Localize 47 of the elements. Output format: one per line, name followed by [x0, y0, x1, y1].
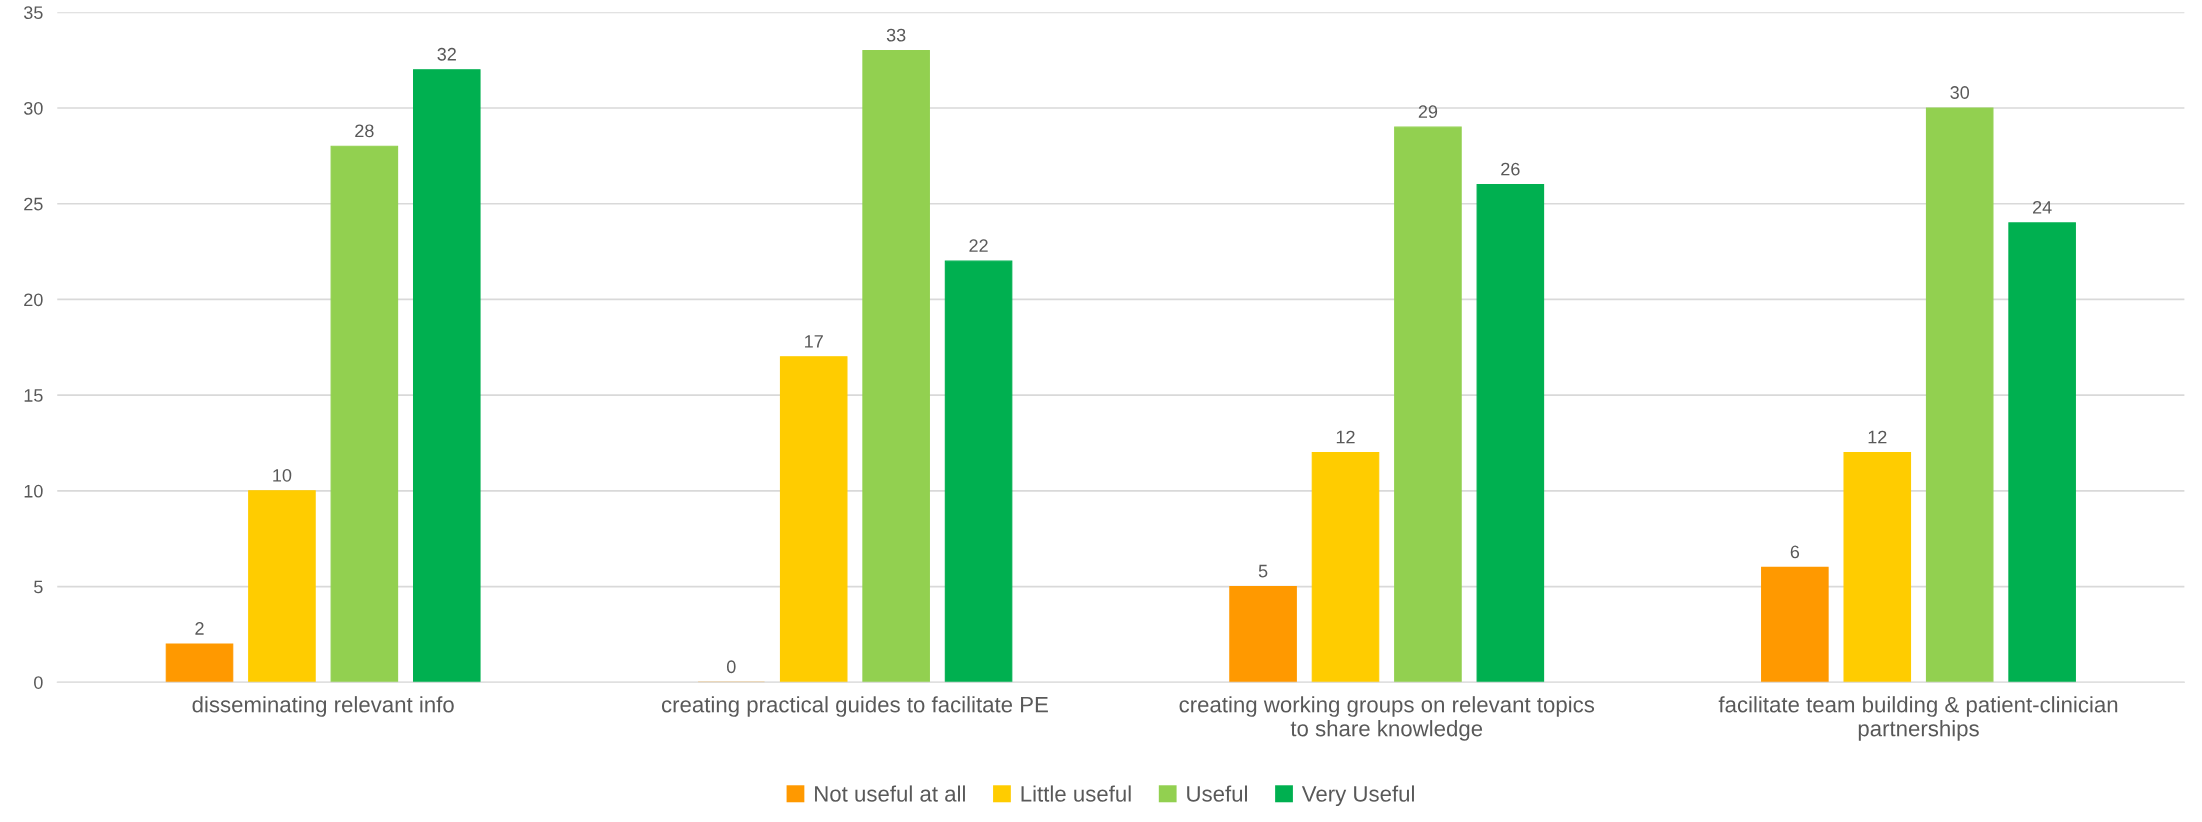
y-tick-label: 35 — [23, 6, 43, 20]
data-label: 17 — [805, 335, 823, 348]
data-label: 28 — [355, 124, 374, 138]
bar — [944, 260, 1013, 683]
data-label: 33 — [886, 28, 906, 42]
bar — [248, 490, 316, 683]
data-label: 0 — [726, 660, 736, 674]
legend-label: Useful — [1187, 785, 1247, 802]
data-label: 2 — [195, 622, 204, 635]
y-tick-label: 10 — [24, 484, 43, 498]
bar — [1311, 452, 1380, 683]
bar — [1843, 452, 1912, 683]
bar — [165, 643, 234, 683]
y-tick-label: 20 — [24, 293, 43, 307]
x-tick-label: facilitate team building & patient-clinician partnerships — [1718, 696, 2118, 741]
x-tick-label: disseminating relevant info — [192, 696, 454, 717]
bar — [1476, 184, 1545, 683]
bar — [412, 69, 481, 683]
x-tick-label: creating practical guides to facilitate PE — [661, 696, 1048, 717]
x-tick-label: creating working groups on relevant topics to share knowledge — [1179, 696, 1595, 741]
bar — [1761, 566, 1829, 683]
y-tick-label: 5 — [34, 580, 43, 594]
data-label: 24 — [2033, 200, 2052, 214]
data-label: 5 — [1258, 564, 1268, 578]
data-label: 22 — [969, 239, 988, 252]
bar — [1394, 126, 1462, 683]
data-label: 29 — [1418, 105, 1438, 119]
data-label: 6 — [1790, 545, 1800, 559]
legend-label: Very Useful — [1301, 785, 1414, 807]
bar — [1925, 107, 1994, 683]
y-tick-label: 25 — [24, 197, 43, 211]
data-label: 12 — [1336, 430, 1355, 444]
legend-label: Not useful at all — [815, 785, 965, 802]
data-label: 10 — [273, 468, 292, 482]
bar — [330, 145, 399, 683]
bar — [779, 356, 848, 683]
bar — [862, 50, 930, 683]
data-label: 30 — [1950, 86, 1970, 99]
y-tick-label: 30 — [23, 101, 43, 115]
data-label: 26 — [1501, 162, 1520, 176]
y-tick-label: 15 — [24, 389, 43, 402]
legend-label: Little useful — [1021, 785, 1131, 802]
bar — [2008, 222, 2076, 683]
bar — [1229, 586, 1297, 683]
data-label: 32 — [437, 47, 456, 61]
y-tick-label: 0 — [34, 676, 43, 689]
data-label: 12 — [1868, 430, 1887, 444]
